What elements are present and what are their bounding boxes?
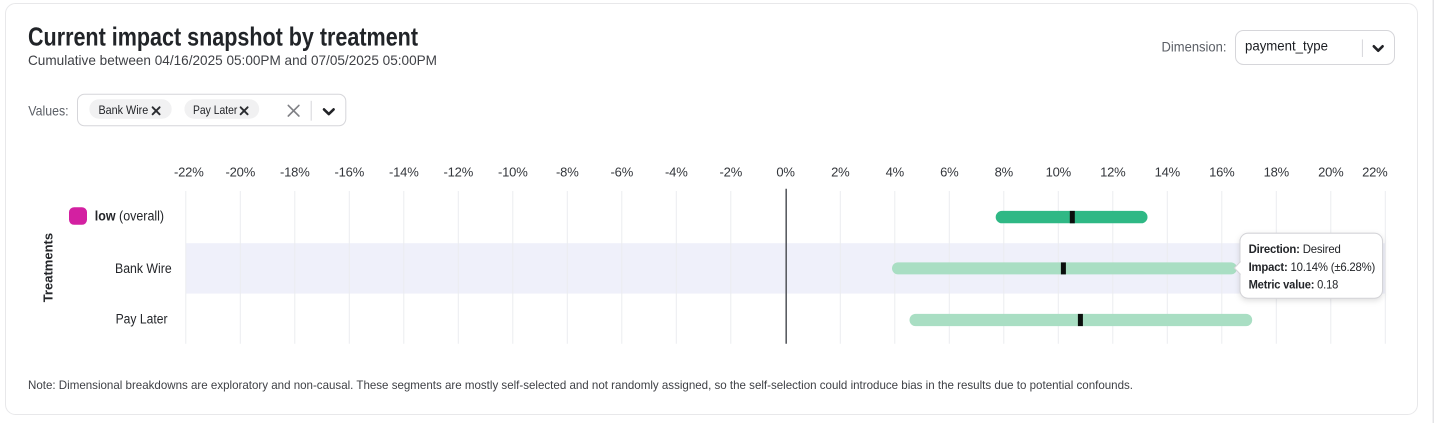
- svg-text:12%: 12%: [1100, 165, 1126, 180]
- svg-text:22%: 22%: [1362, 165, 1388, 180]
- svg-text:14%: 14%: [1155, 165, 1181, 180]
- svg-text:Cumulative between 04/16/2025: Cumulative between 04/16/2025 05:00PM an…: [28, 53, 437, 68]
- svg-text:8%: 8%: [995, 165, 1014, 180]
- svg-text:-4%: -4%: [665, 165, 688, 180]
- svg-text:4%: 4%: [886, 165, 905, 180]
- svg-text:16%: 16%: [1209, 165, 1235, 180]
- svg-text:18%: 18%: [1264, 165, 1290, 180]
- svg-text:-6%: -6%: [611, 165, 634, 180]
- svg-text:low (overall): low (overall): [95, 209, 164, 224]
- svg-text:10%: 10%: [1046, 165, 1072, 180]
- svg-text:-2%: -2%: [720, 165, 743, 180]
- svg-text:Pay Later: Pay Later: [193, 103, 237, 117]
- svg-text:Dimension:: Dimension:: [1162, 39, 1227, 55]
- svg-text:-16%: -16%: [335, 165, 365, 180]
- svg-text:Direction: Desired: Direction: Desired: [1249, 242, 1341, 256]
- svg-text:20%: 20%: [1318, 165, 1344, 180]
- svg-text:Treatments: Treatments: [41, 233, 56, 302]
- svg-text:6%: 6%: [940, 165, 959, 180]
- svg-text:Impact: 10.14% (±6.28%): Impact: 10.14% (±6.28%): [1249, 260, 1376, 274]
- svg-text:Bank Wire: Bank Wire: [115, 261, 172, 276]
- svg-text:-22%: -22%: [174, 165, 204, 180]
- svg-text:-10%: -10%: [498, 165, 528, 180]
- svg-text:-14%: -14%: [389, 165, 419, 180]
- svg-text:Bank Wire: Bank Wire: [99, 103, 149, 117]
- svg-text:2%: 2%: [831, 165, 850, 180]
- svg-text:0%: 0%: [776, 165, 795, 180]
- svg-text:Current impact snapshot by tre: Current impact snapshot by treatment: [28, 22, 418, 52]
- svg-text:-20%: -20%: [226, 165, 256, 180]
- svg-text:Metric value: 0.18: Metric value: 0.18: [1249, 278, 1339, 292]
- svg-text:Values:: Values:: [28, 102, 68, 118]
- svg-text:-12%: -12%: [444, 165, 474, 180]
- svg-text:Note: Dimensional breakdowns a: Note: Dimensional breakdowns are explora…: [28, 378, 1133, 392]
- svg-text:payment_type: payment_type: [1245, 38, 1328, 54]
- svg-text:-18%: -18%: [280, 165, 310, 180]
- svg-text:-8%: -8%: [556, 165, 579, 180]
- svg-text:Pay Later: Pay Later: [116, 312, 168, 327]
